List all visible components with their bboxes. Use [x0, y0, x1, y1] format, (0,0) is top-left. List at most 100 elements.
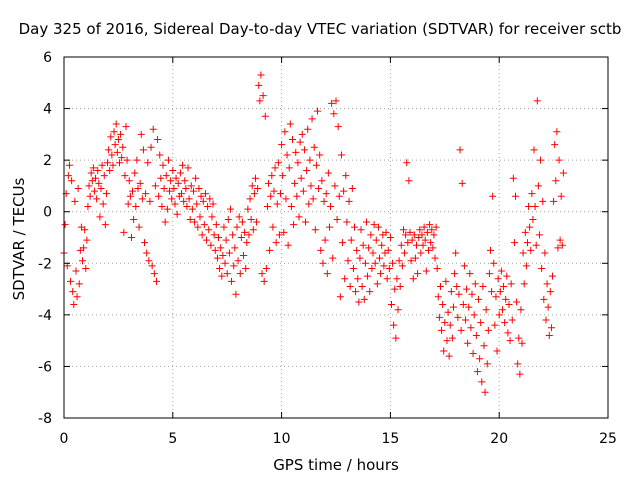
data-point	[493, 347, 501, 355]
data-point	[438, 326, 446, 334]
data-point	[135, 223, 143, 231]
data-point	[266, 246, 274, 254]
data-point	[248, 182, 256, 190]
data-point	[488, 288, 496, 296]
data-point	[287, 203, 295, 211]
data-point	[420, 223, 428, 231]
x-tick-label: 10	[273, 431, 291, 447]
data-point	[110, 128, 118, 136]
data-point	[257, 71, 265, 79]
data-point	[184, 164, 192, 172]
data-point	[411, 254, 419, 262]
data-point	[203, 236, 211, 244]
data-point	[167, 177, 175, 185]
data-point	[151, 182, 159, 190]
data-point	[458, 179, 466, 187]
data-point	[323, 270, 331, 278]
data-point	[334, 123, 342, 131]
data-point	[554, 244, 562, 252]
data-point	[197, 192, 205, 200]
data-point	[500, 282, 508, 290]
data-point	[129, 187, 137, 195]
y-tick-label: -6	[38, 359, 52, 375]
data-point	[311, 226, 319, 234]
data-point	[105, 146, 113, 154]
data-point	[394, 306, 402, 314]
data-point	[535, 231, 543, 239]
data-point	[127, 234, 135, 241]
data-point	[281, 128, 289, 136]
data-point	[473, 368, 481, 376]
data-point	[183, 203, 191, 211]
data-point	[395, 257, 403, 265]
data-point	[139, 146, 147, 154]
data-point	[491, 321, 499, 329]
data-point	[108, 151, 116, 159]
data-point	[518, 339, 526, 347]
x-tick-label: 0	[60, 431, 69, 447]
data-point	[546, 288, 554, 296]
data-point	[526, 223, 534, 231]
data-point	[282, 195, 290, 203]
data-point	[423, 228, 431, 236]
grid-lines	[64, 57, 608, 418]
data-point	[84, 203, 92, 211]
data-point	[539, 197, 547, 205]
data-point	[189, 187, 197, 195]
data-point	[328, 99, 336, 107]
data-point	[530, 146, 538, 154]
data-point	[555, 156, 563, 164]
data-point	[427, 239, 435, 247]
data-point	[396, 282, 404, 290]
axis-ticks: 0 5 10 15 20 25 -8 -6 -4 -2 0 2 4 6	[38, 50, 617, 447]
data-point	[522, 262, 530, 270]
data-point	[69, 288, 77, 296]
data-point	[99, 200, 107, 208]
data-point	[132, 203, 140, 211]
data-point	[241, 228, 249, 236]
data-point	[159, 161, 167, 169]
data-point	[477, 319, 485, 327]
data-point	[201, 190, 209, 198]
data-point	[516, 370, 524, 378]
data-point	[104, 159, 112, 167]
data-point	[280, 228, 288, 236]
data-point	[122, 123, 130, 131]
data-point	[366, 288, 374, 296]
data-point	[182, 185, 190, 193]
x-tick-label: 5	[168, 431, 177, 447]
data-point	[413, 241, 421, 249]
data-point	[292, 148, 300, 156]
data-point	[169, 166, 177, 174]
data-point	[293, 192, 301, 200]
data-point	[107, 133, 115, 141]
data-point	[181, 177, 189, 185]
data-markers	[60, 71, 567, 396]
data-point	[106, 166, 114, 174]
data-point	[358, 282, 366, 290]
data-point	[453, 282, 461, 290]
data-point	[64, 172, 72, 180]
data-point	[443, 337, 451, 345]
data-point	[550, 197, 558, 205]
data-point	[382, 228, 390, 236]
data-point	[391, 285, 399, 293]
data-point	[297, 174, 305, 182]
data-point	[277, 190, 285, 198]
data-point	[222, 236, 230, 244]
data-point	[198, 231, 206, 239]
data-point	[275, 231, 283, 239]
data-point	[200, 221, 208, 229]
data-point	[330, 110, 338, 118]
data-point	[194, 223, 202, 231]
data-point	[113, 148, 121, 156]
data-point	[254, 185, 262, 193]
data-point	[464, 339, 472, 347]
data-point	[120, 228, 128, 236]
data-point	[300, 146, 308, 154]
data-point	[121, 172, 129, 180]
data-point	[134, 185, 142, 193]
data-point	[68, 177, 76, 185]
data-point	[514, 360, 522, 368]
data-point	[551, 141, 559, 149]
